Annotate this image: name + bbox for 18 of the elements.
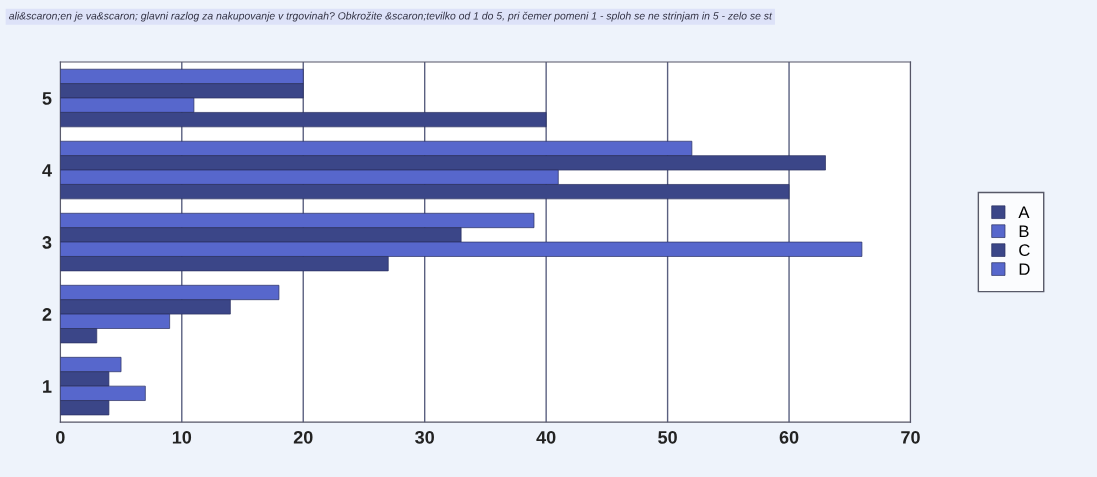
- x-tick-label: 10: [172, 430, 192, 444]
- legend-label: D: [1019, 263, 1030, 275]
- x-tick-label: 20: [293, 430, 313, 444]
- y-tick-label: 1: [43, 380, 52, 393]
- chart-title: ali&scaron;en je va&scaron; glavni razlog za nakupovanje v trgovinah? Obkrožite &scaron;tevilko od 1 do 5, pri čemer pomeni 1 - sploh se ne strinjam in 5 - zelo se st: [9, 11, 773, 22]
- x-tick-label: 40: [536, 430, 556, 444]
- y-tick-label: 3: [42, 236, 52, 249]
- x-tick-label: 0: [56, 430, 65, 444]
- legend-label: B: [1019, 225, 1029, 237]
- x-tick-label: 50: [658, 430, 677, 444]
- legend-label: C: [1019, 244, 1030, 257]
- x-tick-label: 70: [901, 430, 920, 444]
- y-tick-label: 2: [42, 308, 52, 321]
- legend-label: A: [1018, 206, 1030, 218]
- y-tick-label: 5: [42, 92, 52, 105]
- y-tick-label: 4: [42, 164, 52, 177]
- x-tick-label: 30: [415, 430, 434, 444]
- x-tick-label: 60: [779, 430, 799, 444]
